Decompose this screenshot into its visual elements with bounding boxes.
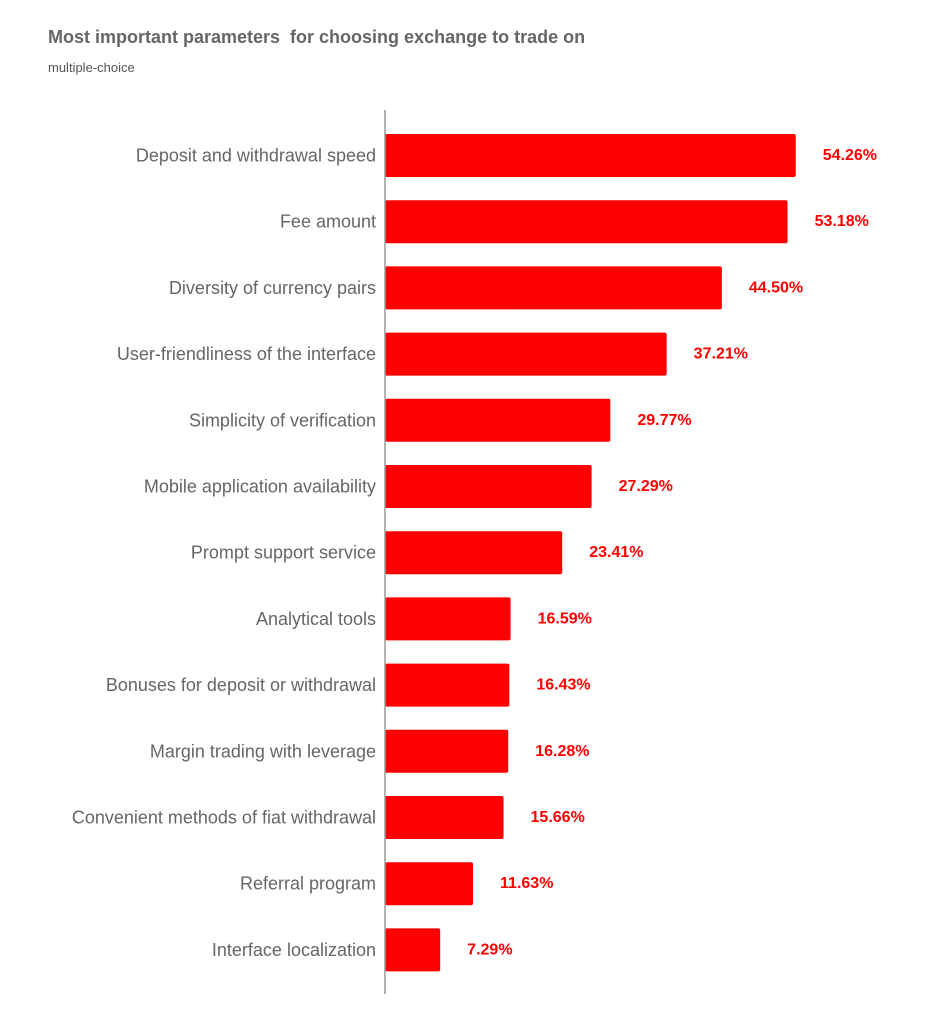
category-label: User-friendliness of the interface (117, 344, 376, 364)
chart-title: Most important parameters for choosing e… (48, 27, 586, 47)
value-label: 37.21% (694, 346, 748, 363)
category-label: Fee amount (280, 212, 376, 232)
chart-subtitle: multiple-choice (48, 60, 135, 75)
category-label: Mobile application availability (144, 477, 376, 497)
category-label: Bonuses for deposit or withdrawal (106, 675, 376, 695)
value-label: 7.29% (467, 941, 512, 958)
bar (385, 531, 563, 575)
bar (385, 796, 504, 839)
value-label: 16.43% (536, 677, 590, 694)
value-label: 16.28% (535, 743, 589, 760)
category-label: Convenient methods of fiat withdrawal (72, 808, 376, 828)
bars (385, 134, 796, 972)
category-label: Diversity of currency pairs (169, 278, 376, 298)
category-label: Analytical tools (256, 609, 376, 629)
bar (385, 200, 788, 244)
value-labels: 54.26% 53.18% 44.50% 37.21% 29.77% 27.29% 23.4… (467, 147, 877, 958)
category-labels: Deposit and withdrawal speed Fee amount Di… (72, 146, 376, 960)
bar (385, 465, 592, 508)
category-label: Simplicity of verification (189, 410, 376, 430)
category-label: Margin trading with leverage (150, 741, 376, 761)
bar (385, 332, 667, 376)
value-label: 23.41% (589, 544, 643, 561)
category-label: Prompt support service (191, 543, 376, 563)
category-label: Deposit and withdrawal speed (136, 146, 376, 166)
bar (385, 729, 509, 773)
value-label: 54.26% (823, 147, 877, 164)
value-label: 29.77% (637, 412, 691, 429)
value-label: 16.59% (538, 610, 592, 627)
bar (385, 266, 722, 310)
bar (385, 134, 796, 177)
bar (385, 928, 441, 972)
bar (385, 398, 611, 442)
value-label: 27.29% (619, 478, 673, 495)
value-label: 44.50% (749, 279, 803, 296)
value-label: 15.66% (531, 809, 585, 826)
category-label: Referral program (240, 874, 376, 894)
category-label: Interface localization (212, 940, 376, 960)
bar (385, 862, 474, 906)
value-label: 53.18% (815, 213, 869, 230)
bar (385, 597, 511, 641)
bar (385, 663, 510, 707)
value-label: 11.63% (500, 875, 553, 892)
